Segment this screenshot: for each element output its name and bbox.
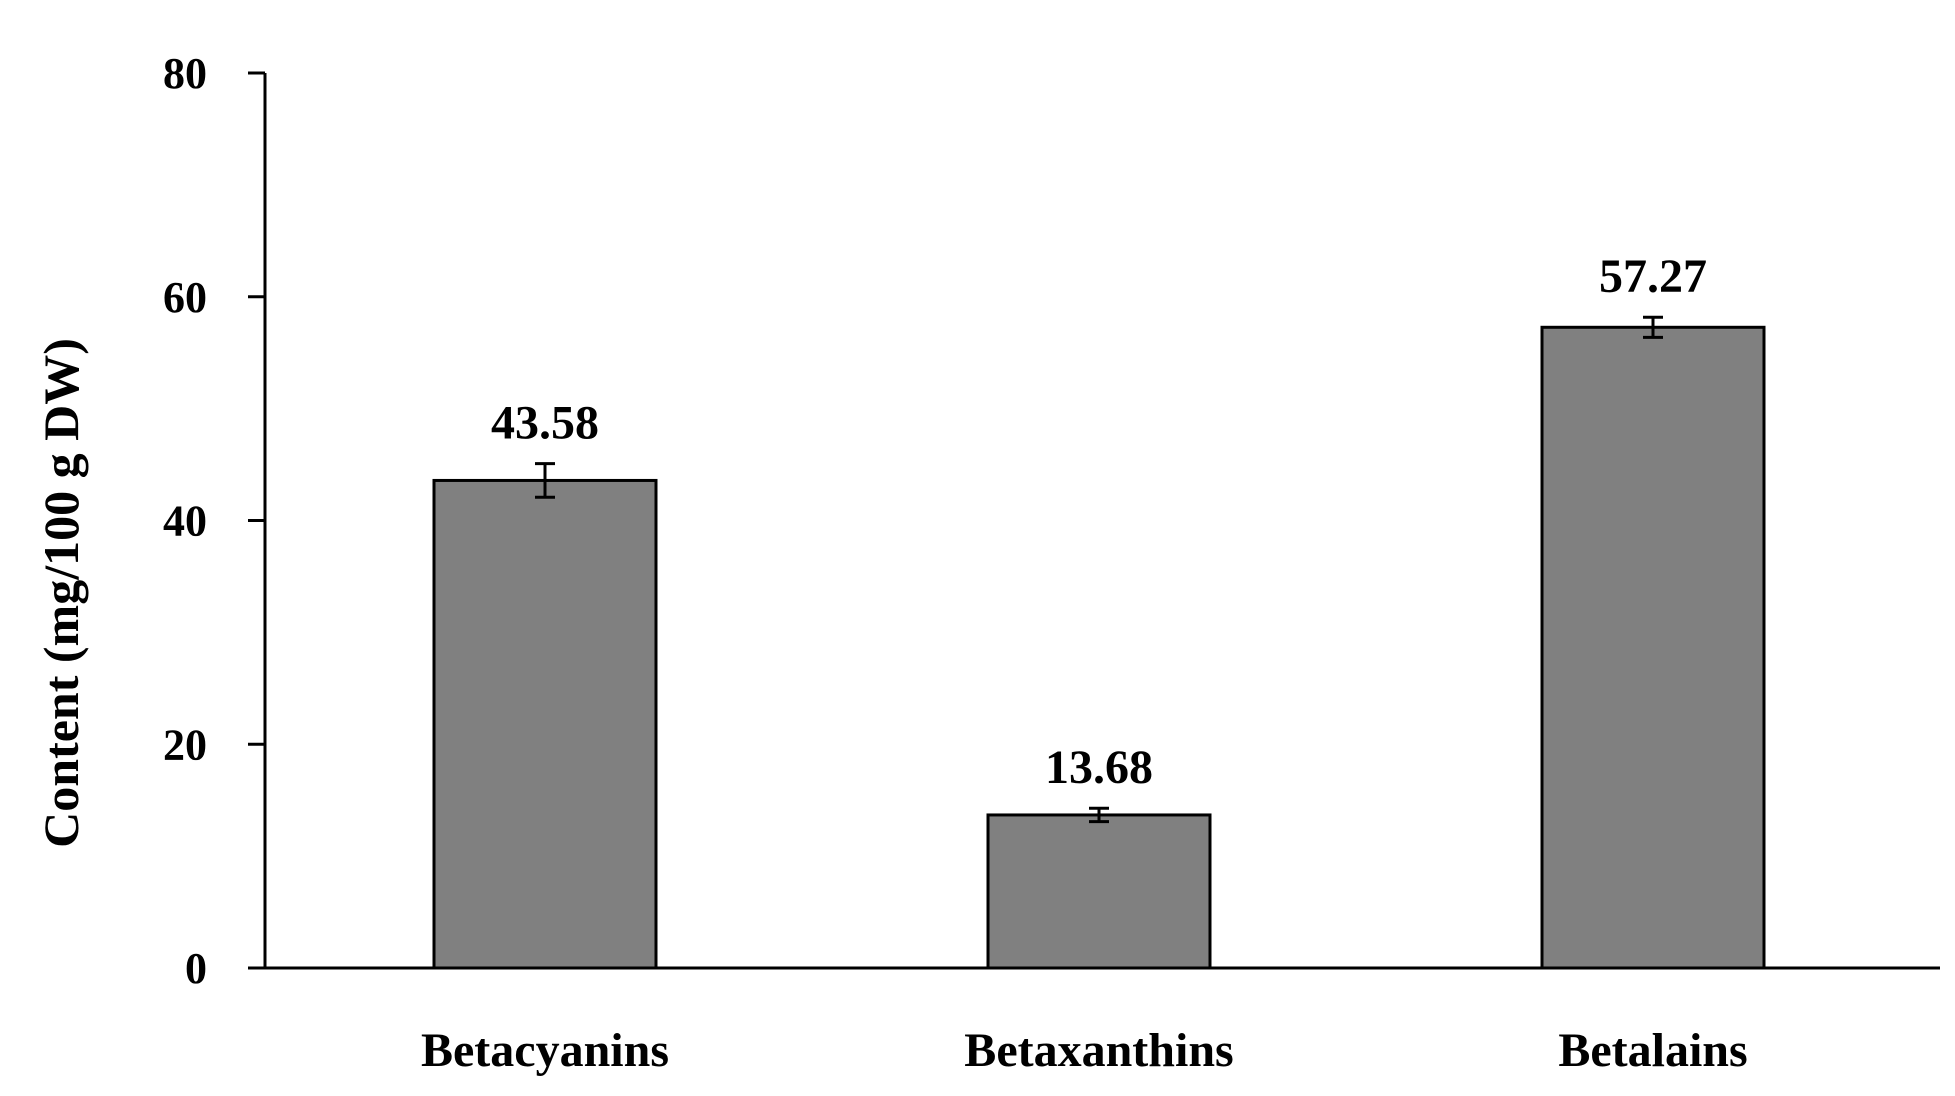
bar	[986, 813, 1212, 970]
y-tick-label: 60	[163, 273, 207, 322]
x-category-label: Betacyanins	[421, 1024, 669, 1077]
data-label: 43.58	[491, 397, 599, 450]
x-category-label: Betaxanthins	[964, 1024, 1233, 1077]
bar	[1540, 325, 1766, 970]
y-tick-label: 0	[185, 944, 207, 993]
y-tick-label: 80	[163, 49, 207, 98]
plot-area: 0 20 40 60 80 43.58 Betacyanins 13.68 Betaxanthi…	[163, 49, 1940, 1077]
data-label: 13.68	[1045, 741, 1153, 794]
y-tick-label: 40	[163, 497, 207, 546]
data-label: 57.27	[1599, 250, 1707, 303]
y-axis-title: Content (mg/100 g DW)	[33, 338, 89, 848]
x-category-label: Betalains	[1558, 1024, 1747, 1077]
y-tick-label: 20	[163, 720, 207, 769]
bar	[432, 478, 658, 970]
